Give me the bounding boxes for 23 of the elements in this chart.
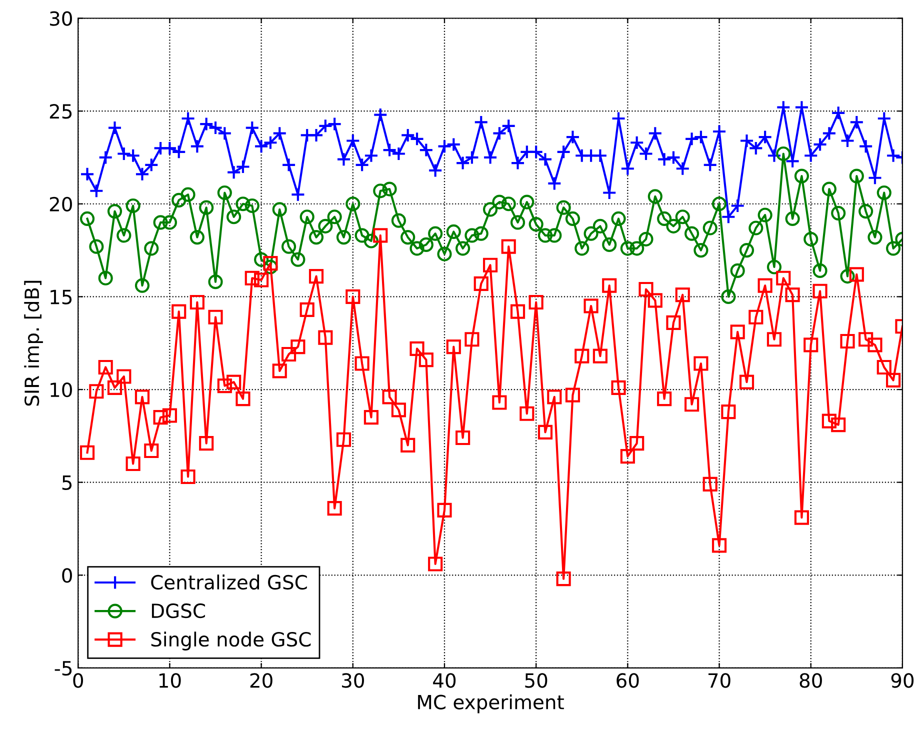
x-tick-label: 40 [433,673,456,688]
y-axis-title: SIR imp. [dB] [24,280,43,406]
x-tick-label: 90 [891,673,914,688]
x-tick-label: 50 [525,673,548,688]
x-tick-label: 20 [250,673,272,688]
y-tick-label: 10 [50,382,72,398]
y-tick-label: 0 [62,568,72,583]
y-tick-label: 15 [50,290,72,304]
y-tick-label: 25 [50,104,72,119]
y-tick-label: 30 [50,11,72,26]
y-tick-label: 20 [50,196,72,212]
x-tick-label: 10 [159,673,181,688]
x-tick-label: 70 [708,673,730,688]
y-tick-label: 5 [62,476,72,490]
x-tick-label: 80 [800,673,822,688]
x-axis-title: MC experiment [418,694,564,714]
legend-label: Single node GSC [151,632,311,650]
y-tick-label: -5 [54,661,72,676]
legend-label: DGSC [152,603,205,618]
x-tick-label: 0 [73,673,84,688]
legend-label: Centralized GSC [151,574,307,590]
x-tick-label: 60 [616,673,639,688]
x-tick-label: 30 [342,673,364,688]
